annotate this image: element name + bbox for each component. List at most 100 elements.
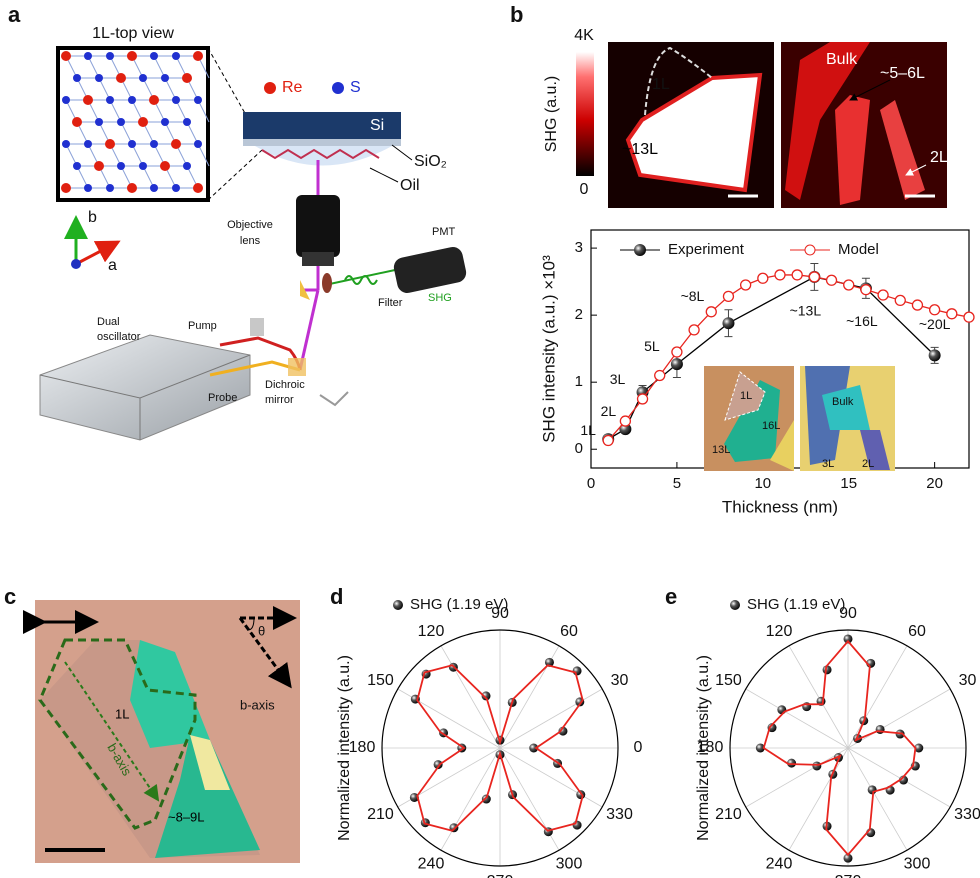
atom bbox=[84, 52, 92, 60]
legend-atom bbox=[264, 82, 276, 94]
axis-label: a bbox=[108, 257, 117, 274]
schematic: 1L-top view b a Re S Si SiO₂ Oil Objecti… bbox=[39, 25, 467, 441]
atom bbox=[117, 118, 125, 126]
top-view-title: 1L-top view bbox=[92, 25, 174, 42]
shg-maps: 4K 0 SHG (a.u.) 1L ~13L Bulk ~5–6L 2L bbox=[543, 27, 948, 208]
spoke bbox=[788, 645, 849, 749]
data-point bbox=[654, 369, 666, 382]
panel-label: d bbox=[330, 584, 343, 609]
objective-label: lens bbox=[240, 235, 261, 247]
bond bbox=[109, 99, 122, 123]
data-point bbox=[636, 393, 649, 405]
axis-label: b bbox=[88, 209, 97, 226]
angle-label: 300 bbox=[556, 855, 583, 872]
atom bbox=[95, 118, 103, 126]
x-tick-label: 15 bbox=[840, 475, 857, 492]
dichroic-label: Dichroic bbox=[265, 379, 305, 391]
data-point bbox=[688, 324, 700, 336]
angle-label: 0 bbox=[634, 739, 643, 756]
angle-label: 270 bbox=[487, 873, 514, 878]
objective-tip bbox=[302, 252, 334, 266]
angle-label: 30 bbox=[611, 672, 629, 689]
y-tick-label: 2 bbox=[575, 306, 583, 323]
atom bbox=[160, 161, 170, 171]
inset-label: 13L bbox=[712, 444, 730, 456]
oscillator bbox=[39, 334, 251, 441]
flake-map bbox=[835, 95, 870, 205]
map-label: ~13L bbox=[622, 141, 658, 158]
atom bbox=[138, 117, 148, 127]
data-point bbox=[875, 724, 885, 734]
lattice bbox=[61, 51, 210, 193]
zoom-line bbox=[207, 47, 247, 116]
data-point bbox=[705, 306, 717, 318]
inset-flake bbox=[724, 371, 766, 421]
angle-label: 90 bbox=[839, 605, 857, 622]
data-point bbox=[812, 761, 822, 771]
spoke bbox=[440, 747, 501, 851]
bond bbox=[120, 121, 133, 145]
data-point bbox=[572, 666, 582, 676]
oscillator-label: Dual bbox=[97, 316, 120, 328]
atom bbox=[172, 96, 180, 104]
data-point bbox=[619, 423, 632, 436]
data-point bbox=[670, 358, 683, 371]
atom bbox=[127, 51, 137, 61]
data-point bbox=[774, 269, 786, 281]
flake-edge bbox=[190, 735, 230, 790]
bond bbox=[197, 99, 210, 123]
atom bbox=[73, 162, 81, 170]
spoke bbox=[847, 747, 951, 808]
legend-atom bbox=[332, 82, 344, 94]
mirror bbox=[300, 280, 310, 300]
shg-label: SHG bbox=[428, 292, 452, 304]
data-point bbox=[739, 279, 752, 291]
inset-label: 3L bbox=[822, 458, 834, 470]
angle-label: 60 bbox=[560, 623, 578, 640]
si-label: Si bbox=[370, 117, 384, 134]
flake bbox=[261, 148, 380, 160]
inset-substrate bbox=[770, 420, 794, 471]
objective-label: Objective bbox=[227, 219, 273, 231]
flake-thick bbox=[155, 735, 260, 858]
atom bbox=[172, 184, 180, 192]
angle-label: 150 bbox=[367, 672, 394, 689]
legend-label: S bbox=[350, 79, 361, 96]
optical-image: 1L b-axis ~8–9L θ b-axis bbox=[23, 600, 300, 863]
panel-label: b bbox=[510, 2, 523, 27]
x-tick-label: 0 bbox=[587, 475, 595, 492]
legend-marker bbox=[634, 244, 646, 256]
data-point bbox=[843, 279, 855, 291]
pmt-label: PMT bbox=[432, 226, 456, 238]
data-point bbox=[420, 818, 430, 828]
x-axis-label: Thickness (nm) bbox=[722, 497, 838, 516]
angle-label: 240 bbox=[418, 855, 445, 872]
atom bbox=[182, 73, 192, 83]
map-label: 1L bbox=[652, 76, 670, 93]
thickness-chart: 0 5 10 15 20 0 1 2 3 Thickness (nm) SHG intensity … bbox=[539, 229, 975, 516]
inset-flake bbox=[724, 380, 780, 462]
axis-arrow bbox=[75, 240, 121, 266]
bond bbox=[197, 143, 210, 167]
bond bbox=[98, 77, 111, 101]
atom bbox=[73, 74, 81, 82]
atom bbox=[150, 184, 158, 192]
filter bbox=[322, 273, 332, 293]
sio2-layer bbox=[243, 139, 401, 146]
atom bbox=[127, 183, 137, 193]
fit-curve bbox=[416, 664, 584, 832]
point-label: 1L bbox=[580, 422, 596, 438]
point-label: ~13L bbox=[790, 303, 822, 319]
data-point bbox=[946, 308, 958, 320]
atom bbox=[106, 52, 114, 60]
y-tick-label: 3 bbox=[575, 239, 583, 256]
data-point bbox=[757, 272, 769, 284]
x-tick-label: 20 bbox=[926, 475, 943, 492]
atom bbox=[194, 140, 202, 148]
bond bbox=[131, 143, 144, 167]
pump-label: Pump bbox=[188, 320, 217, 332]
atom bbox=[72, 117, 82, 127]
atom bbox=[128, 140, 136, 148]
mirror bbox=[250, 318, 264, 336]
